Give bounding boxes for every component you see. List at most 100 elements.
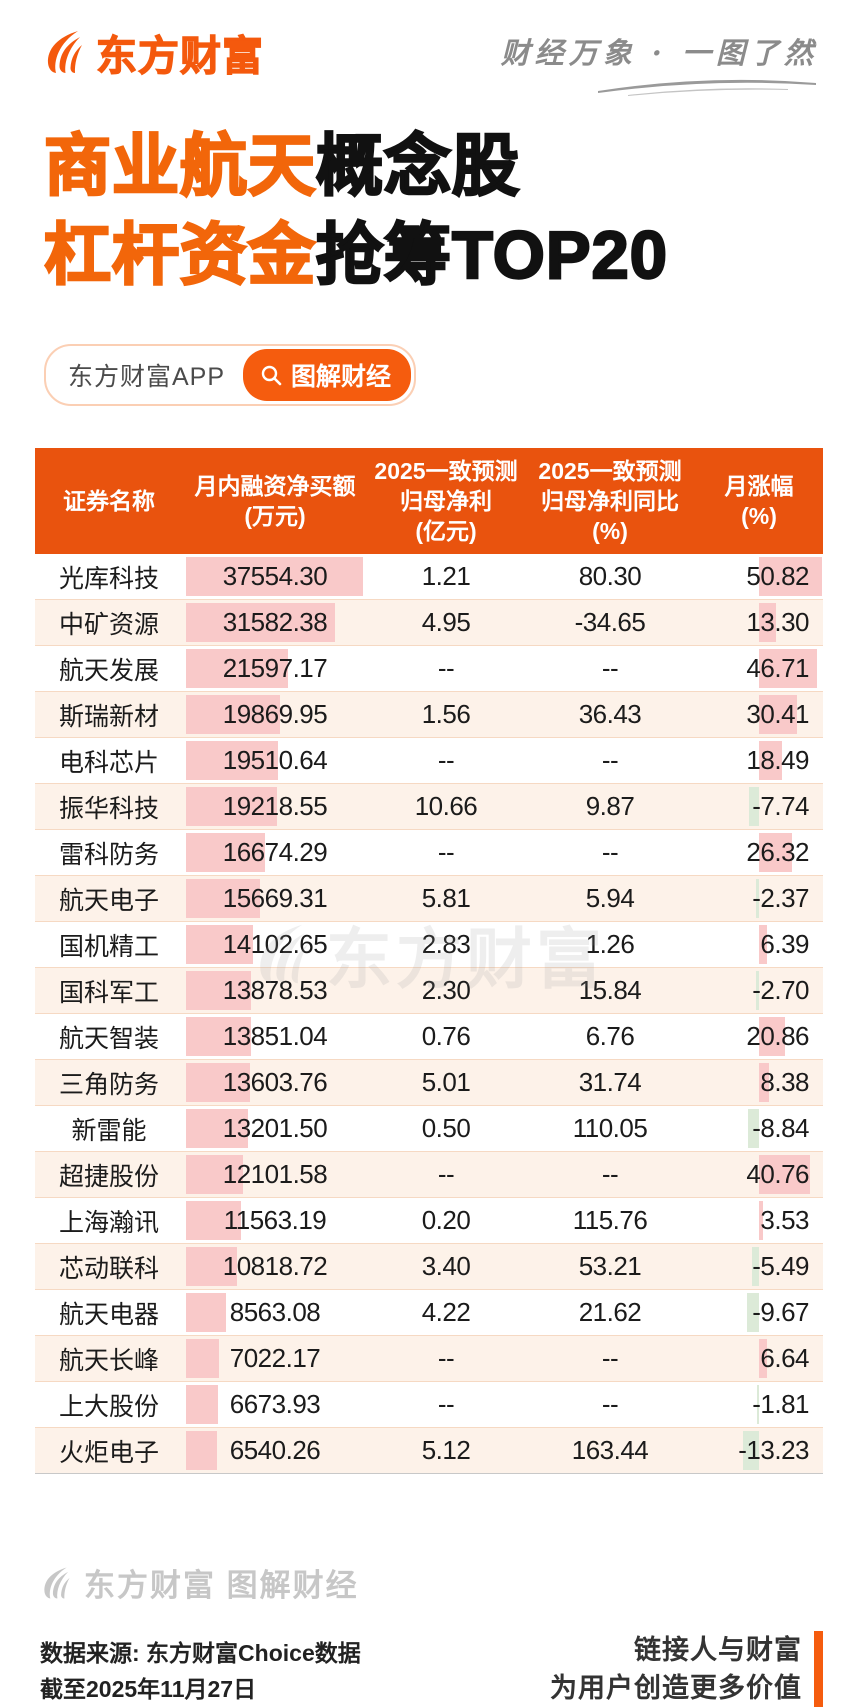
table-row: 火炬电子 6540.26 5.12 163.44 -13.23 <box>35 1428 823 1474</box>
table-row: 芯动联科 10818.72 3.40 53.21 -5.49 <box>35 1244 823 1290</box>
stock-name: 上大股份 <box>58 1392 159 1421</box>
yoy-value: -- <box>601 837 619 867</box>
stock-name: 国科军工 <box>58 978 159 1007</box>
yoy-value: -34.65 <box>574 607 646 637</box>
monthly-change-value: 8.38 <box>760 1067 809 1097</box>
monthly-change-value: 18.49 <box>746 745 809 775</box>
monthly-change-value: -8.84 <box>752 1113 809 1143</box>
stock-name: 振华科技 <box>58 794 159 823</box>
yoy-value: 110.05 <box>572 1113 648 1143</box>
yoy-value: 1.26 <box>585 929 635 959</box>
profit-value: -- <box>437 653 455 683</box>
monthly-change-value: 30.41 <box>746 699 809 729</box>
yoy-value: -- <box>601 1159 619 1189</box>
net-buy-value: 19869.95 <box>222 699 328 729</box>
net-buy-bar <box>186 603 335 642</box>
eastmoney-logo-icon <box>44 1566 70 1599</box>
monthly-change-cell: -7.74 <box>695 784 823 829</box>
monthly-change-cell: 30.41 <box>695 692 823 737</box>
table-row: 上海瀚讯 11563.19 0.20 115.76 3.53 <box>35 1198 823 1244</box>
table-row: 斯瑞新材 19869.95 1.56 36.43 30.41 <box>35 692 823 738</box>
yoy-value: -- <box>601 745 619 775</box>
net-buy-cell: 13878.53 <box>183 968 367 1013</box>
top-bar: 东方财富 财经万象 · 一图了然 <box>0 0 858 96</box>
value-slogan-line1: 链接人与财富 <box>634 1635 802 1665</box>
monthly-change-bar-positive <box>759 557 822 596</box>
column-header-net-buy: 月内融资净买额 (万元) <box>194 473 356 529</box>
stock-name: 斯瑞新材 <box>58 702 159 731</box>
app-badge[interactable]: 东方财富APP 图解财经 <box>44 344 417 406</box>
table-row: 超捷股份 12101.58 -- -- 40.76 <box>35 1152 823 1198</box>
monthly-change-value: 3.53 <box>760 1205 809 1235</box>
monthly-change-bar-negative <box>756 1385 759 1424</box>
monthly-change-cell: -8.84 <box>695 1106 823 1151</box>
profit-value: -- <box>437 1389 455 1419</box>
yoy-value: 163.44 <box>571 1435 649 1465</box>
net-buy-cell: 19869.95 <box>183 692 367 737</box>
monthly-change-value: -5.49 <box>752 1251 809 1281</box>
net-buy-cell: 14102.65 <box>183 922 367 967</box>
monthly-change-value: 20.86 <box>746 1021 809 1051</box>
net-buy-bar <box>186 971 252 1010</box>
net-buy-cell: 13851.04 <box>183 1014 367 1059</box>
stock-name: 航天长峰 <box>58 1346 159 1375</box>
monthly-change-bar-positive <box>759 741 782 780</box>
title-line2-accent: 杠杆资金 <box>43 217 316 294</box>
table-row: 雷科防务 16674.29 -- -- 26.32 <box>35 830 823 876</box>
title-line1-rest: 概念股 <box>315 128 520 205</box>
net-buy-value: 14102.65 <box>222 929 328 959</box>
profit-value: 1.56 <box>421 699 471 729</box>
net-buy-value: 11563.19 <box>223 1205 327 1235</box>
footer-watermark: 东方财富 图解财经 <box>40 1560 858 1605</box>
table-row: 三角防务 13603.76 5.01 31.74 8.38 <box>35 1060 823 1106</box>
monthly-change-value: 6.64 <box>760 1343 809 1373</box>
column-header-name: 证券名称 <box>63 488 155 514</box>
net-buy-value: 13851.04 <box>222 1021 328 1051</box>
net-buy-bar <box>186 1063 251 1102</box>
net-buy-bar <box>186 1385 218 1424</box>
monthly-change-cell: 18.49 <box>695 738 823 783</box>
monthly-change-cell: -13.23 <box>695 1428 823 1473</box>
table-row: 中矿资源 31582.38 4.95 -34.65 13.30 <box>35 600 823 646</box>
yoy-value: 5.94 <box>585 883 635 913</box>
net-buy-cell: 19218.55 <box>183 784 367 829</box>
monthly-change-bar-positive <box>759 695 797 734</box>
monthly-change-bar-negative <box>755 971 759 1010</box>
monthly-change-cell: 6.64 <box>695 1336 823 1381</box>
net-buy-bar <box>186 1293 227 1332</box>
profit-value: 5.81 <box>421 883 471 913</box>
monthly-change-bar-negative <box>752 1247 759 1286</box>
monthly-change-value: 50.82 <box>746 561 809 591</box>
table-row: 光库科技 37554.30 1.21 80.30 50.82 <box>35 554 823 600</box>
net-buy-bar <box>186 557 363 596</box>
net-buy-cell: 7022.17 <box>183 1336 367 1381</box>
column-header-yoy: 2025一致预测 归母净利同比 (%) <box>538 458 682 544</box>
profit-value: 3.40 <box>421 1251 471 1281</box>
net-buy-cell: 37554.30 <box>183 554 367 599</box>
brand-lockup: 东方财富 <box>42 22 264 82</box>
net-buy-cell: 11563.19 <box>183 1198 367 1243</box>
profit-value: 0.50 <box>421 1113 471 1143</box>
monthly-change-value: 6.39 <box>760 929 809 959</box>
monthly-change-cell: 40.76 <box>695 1152 823 1197</box>
stock-name: 航天智装 <box>58 1024 159 1053</box>
monthly-change-value: 46.71 <box>746 653 809 683</box>
monthly-change-bar-positive <box>759 603 776 642</box>
channel-badge[interactable]: 图解财经 <box>243 349 412 401</box>
monthly-change-cell: -9.67 <box>695 1290 823 1335</box>
monthly-change-cell: 3.53 <box>695 1198 823 1243</box>
table-body: 东方财富 光库科技37554.301.2180.3050.82中矿资源31582… <box>35 554 823 1474</box>
monthly-change-bar-positive <box>759 925 767 964</box>
column-header-profit: 2025一致预测 归母净利 (亿元) <box>374 458 518 544</box>
net-buy-value: 6540.26 <box>229 1435 321 1465</box>
net-buy-bar <box>186 833 265 872</box>
profit-value: 4.22 <box>421 1297 471 1327</box>
channel-badge-label: 图解财经 <box>291 363 392 391</box>
net-buy-bar <box>186 1431 217 1470</box>
stock-name: 上海瀚讯 <box>58 1208 159 1237</box>
profit-value: -- <box>437 745 455 775</box>
monthly-change-cell: -2.37 <box>695 876 823 921</box>
monthly-change-bar-negative <box>742 1431 759 1470</box>
profit-value: -- <box>437 1159 455 1189</box>
